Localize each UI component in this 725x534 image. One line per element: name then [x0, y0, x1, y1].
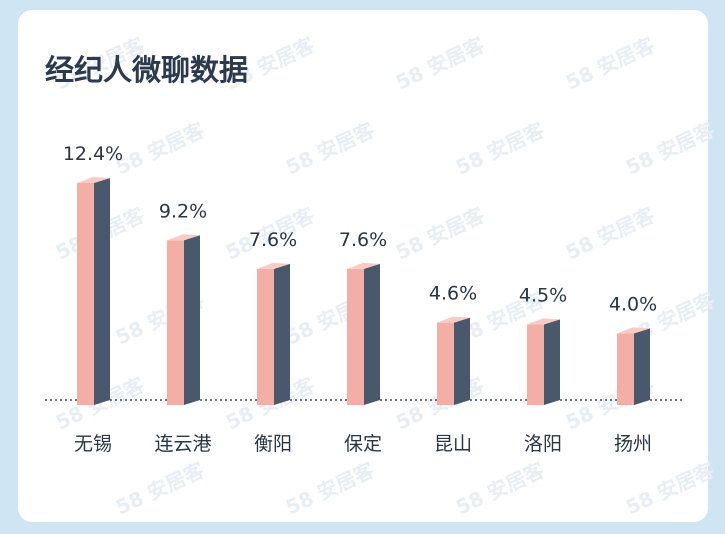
- bar-front: [527, 324, 544, 405]
- bar-side: [274, 263, 290, 405]
- value-label: 7.6%: [339, 229, 387, 251]
- x-tick-label: 衡阳: [254, 433, 292, 455]
- bar: [437, 316, 470, 405]
- x-tick-label: 无锡: [74, 433, 112, 455]
- bar: [347, 262, 380, 405]
- chart-title: 经纪人微聊数据: [45, 53, 248, 87]
- value-label: 4.6%: [429, 283, 477, 305]
- bar-front: [77, 183, 94, 405]
- bar-top: [167, 234, 200, 241]
- x-tick-label: 洛阳: [524, 433, 562, 455]
- bar: [167, 234, 200, 405]
- bar: [617, 327, 650, 405]
- bar: [257, 262, 290, 405]
- x-tick-label: 昆山: [434, 433, 472, 455]
- bar-top: [77, 177, 110, 183]
- bar-side: [94, 178, 110, 405]
- value-label: 7.6%: [249, 229, 297, 251]
- bar-front: [167, 240, 184, 405]
- x-tick-label: 连云港: [154, 433, 211, 455]
- bar-front: [617, 333, 634, 405]
- bar: [77, 177, 110, 405]
- bar-side: [634, 328, 650, 405]
- value-label: 4.5%: [519, 284, 567, 306]
- value-label: 12.4%: [63, 143, 123, 165]
- bar-side: [544, 319, 560, 405]
- bar-top: [527, 318, 560, 325]
- value-label: 4.0%: [609, 293, 657, 315]
- bar-top: [347, 262, 380, 269]
- bar-side: [364, 263, 380, 405]
- bar-front: [347, 268, 364, 405]
- x-tick-label: 扬州: [614, 433, 652, 455]
- value-label: 9.2%: [159, 200, 207, 222]
- bar-top: [617, 327, 650, 334]
- bar-front: [437, 322, 454, 405]
- bar-side: [454, 317, 470, 405]
- x-tick-label: 保定: [344, 433, 382, 455]
- bar-top: [437, 316, 470, 323]
- bar-side: [184, 235, 200, 405]
- bar-front: [257, 268, 274, 405]
- bar-top: [257, 262, 290, 269]
- bar: [527, 318, 560, 405]
